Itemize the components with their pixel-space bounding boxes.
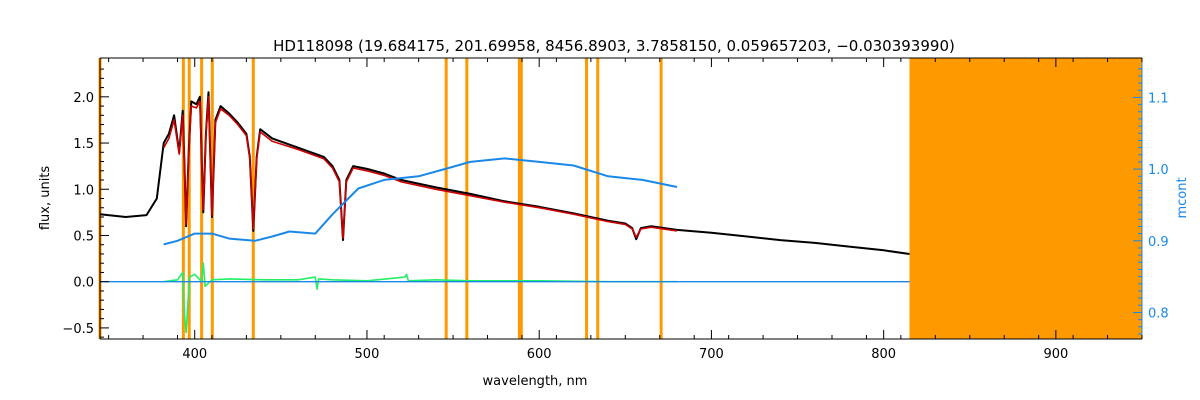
y-tick-label-5: 2.0 [73,91,94,106]
y-tick-label-0: −0.5 [62,322,94,337]
series-mcont [163,157,678,246]
series-residual [163,262,677,334]
x-tick-label-1: 500 [355,347,380,362]
x-axis-label: wavelength, nm [483,374,588,389]
series-observed [99,91,910,255]
y-tick-label-2: 0.5 [73,229,94,244]
y-tick-label-3: 1.0 [73,183,94,198]
x-tick-label-2: 600 [527,347,552,362]
x-tick-label-4: 800 [871,347,896,362]
y-axis-label: flux, units [38,166,53,231]
y-tick-label-4: 1.5 [73,137,94,152]
y2-axis-label: mcont [1175,177,1190,218]
x-tick-label-3: 700 [699,347,724,362]
y2-tick-label-1: 0.9 [1148,235,1169,250]
y-tick-label-1: 0.0 [73,276,94,291]
x-tick-label-5: 900 [1043,347,1068,362]
mask-region [909,58,1142,339]
y2-tick-label-2: 1.0 [1148,163,1169,178]
series-model [163,96,678,239]
y2-tick-label-3: 1.1 [1148,91,1169,106]
y2-tick-label-0: 0.8 [1148,306,1169,321]
x-tick-label-0: 400 [182,347,207,362]
chart-title: HD118098 (19.684175, 201.69958, 8456.890… [273,37,955,55]
plot-area: 400 500 600 700 800 900 −0.5 0.0 0.5 1.0 1.5 2.0 0.8… [62,57,1169,362]
